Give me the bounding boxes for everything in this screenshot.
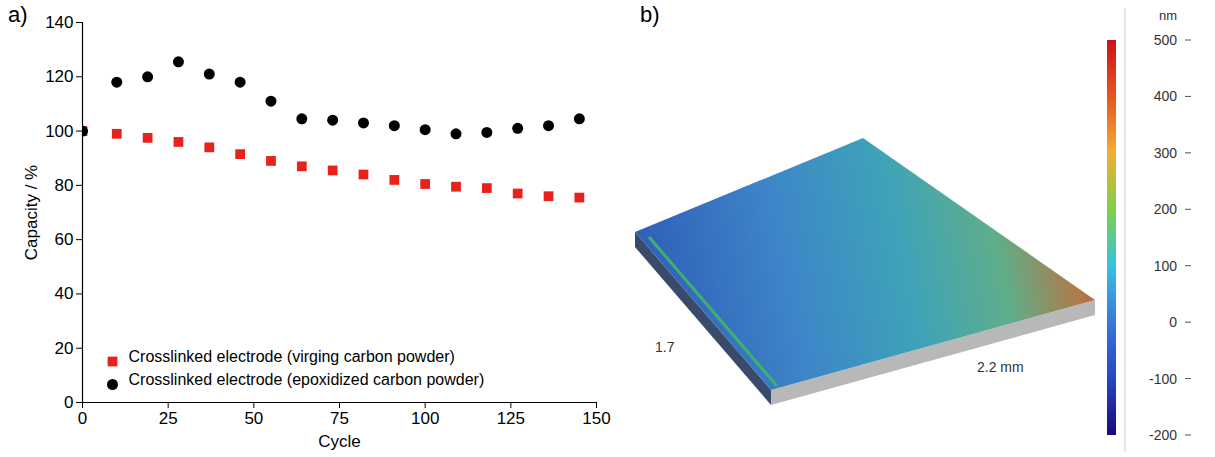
svg-text:100: 100	[411, 409, 439, 428]
svg-text:125: 125	[497, 409, 525, 428]
svg-text:200: 200	[1154, 201, 1178, 217]
svg-text:2.2 mm: 2.2 mm	[977, 359, 1024, 375]
svg-text:50: 50	[244, 409, 263, 428]
svg-text:150: 150	[582, 409, 610, 428]
svg-text:75: 75	[330, 409, 349, 428]
svg-text:0: 0	[78, 409, 87, 428]
html-text:b): b)	[640, 2, 660, 27]
svg-text:100: 100	[1154, 258, 1178, 274]
svg-text:25: 25	[159, 409, 178, 428]
svg-text:400: 400	[1154, 88, 1178, 104]
svg-text:0: 0	[64, 393, 73, 412]
svg-text:Cycle: Cycle	[318, 432, 361, 451]
svg-text:140: 140	[45, 13, 73, 32]
svg-text:100: 100	[45, 122, 73, 141]
svg-text:120: 120	[45, 67, 73, 86]
svg-text:60: 60	[55, 230, 74, 249]
svg-text:0: 0	[1169, 314, 1177, 330]
svg-text:Crosslinked electrode (epoxidi: Crosslinked electrode (epoxidized carbon…	[129, 371, 485, 388]
svg-text:-200: -200	[1149, 427, 1177, 443]
svg-text:nm: nm	[1159, 8, 1177, 23]
svg-text:Crosslinked electrode (virging: Crosslinked electrode (virging carbon po…	[129, 348, 455, 365]
html-text:a): a)	[8, 2, 28, 27]
svg-text:20: 20	[55, 339, 74, 358]
svg-text:Capacity / %: Capacity / %	[22, 165, 41, 260]
svg-text:300: 300	[1154, 145, 1178, 161]
svg-text:500: 500	[1154, 32, 1178, 48]
svg-text:80: 80	[55, 176, 74, 195]
svg-text:40: 40	[55, 284, 74, 303]
svg-text:-100: -100	[1149, 371, 1177, 387]
svg-text:1.7: 1.7	[655, 339, 675, 355]
